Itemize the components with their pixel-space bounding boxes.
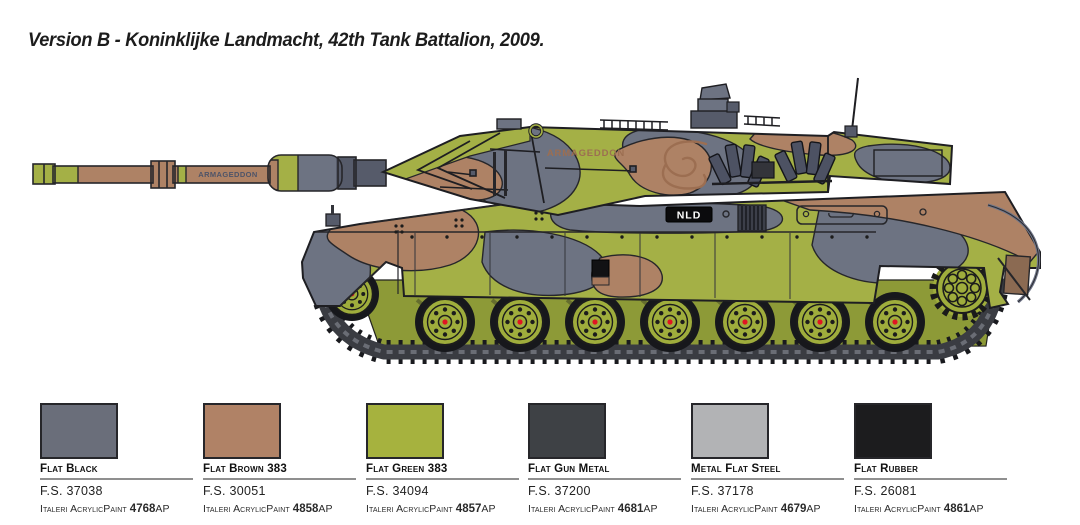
paint-swatch bbox=[691, 403, 769, 459]
registration-plate bbox=[665, 206, 713, 223]
divider bbox=[691, 478, 844, 480]
divider bbox=[40, 478, 193, 480]
roof-rack bbox=[599, 115, 781, 131]
paint-column: Flat Brown 383 F.S. 30051 Italeri Acryli… bbox=[203, 403, 361, 515]
divider bbox=[854, 478, 1007, 480]
paint-reference: Italeri AcrylicPaint 4858AP bbox=[203, 503, 333, 515]
rear-stowage-plate bbox=[796, 205, 927, 225]
federal-standard-code: F.S. 37178 bbox=[691, 484, 754, 498]
paint-swatch bbox=[203, 403, 281, 459]
antenna bbox=[844, 77, 859, 138]
divider bbox=[366, 478, 519, 480]
paint-reference: Italeri AcrylicPaint 4857AP bbox=[366, 503, 496, 515]
federal-standard-code: F.S. 37038 bbox=[40, 484, 103, 498]
barrel-marking: ARMAGEDDON bbox=[198, 170, 257, 179]
tank-wheels bbox=[324, 255, 995, 353]
paint-swatch bbox=[528, 403, 606, 459]
paint-reference: Italeri AcrylicPaint 4861AP bbox=[854, 503, 984, 515]
paint-name: Flat Gun Metal bbox=[528, 463, 610, 475]
paint-column: Flat Rubber F.S. 26081 Italeri AcrylicPa… bbox=[854, 403, 1012, 515]
registration-plate-text: NLD bbox=[677, 210, 702, 222]
rear-bracket bbox=[987, 203, 1041, 304]
paint-name: Flat Rubber bbox=[854, 463, 919, 475]
paint-reference: Italeri AcrylicPaint 4679AP bbox=[691, 503, 821, 515]
federal-standard-code: F.S. 30051 bbox=[203, 484, 266, 498]
tank-gun-barrel: ARMAGEDDON bbox=[32, 154, 387, 192]
dragon-emblem bbox=[661, 140, 708, 190]
hull-grille bbox=[737, 204, 767, 232]
tank-hull: NLD bbox=[300, 190, 1041, 310]
federal-standard-code: F.S. 34094 bbox=[366, 484, 429, 498]
drive-sprocket bbox=[929, 255, 995, 321]
paint-swatch bbox=[366, 403, 444, 459]
paint-column: Flat Gun Metal F.S. 37200 Italeri Acryli… bbox=[528, 403, 686, 515]
paint-name: Flat Black bbox=[40, 463, 98, 475]
federal-standard-code: F.S. 37200 bbox=[528, 484, 591, 498]
divider bbox=[203, 478, 356, 480]
version-title: Version B - Koninklijke Landmacht, 42th … bbox=[28, 30, 545, 51]
paint-name: Metal Flat Steel bbox=[691, 463, 781, 475]
paint-name: Flat Brown 383 bbox=[203, 463, 287, 475]
paint-column: Flat Black F.S. 37038 Italeri AcrylicPai… bbox=[40, 403, 198, 515]
paint-name: Flat Green 383 bbox=[366, 463, 448, 475]
divider bbox=[528, 478, 681, 480]
paint-swatch bbox=[40, 403, 118, 459]
paint-column: Flat Green 383 F.S. 34094 Italeri Acryli… bbox=[366, 403, 524, 515]
turret-marking: ARMAGEDDON bbox=[547, 148, 625, 159]
paint-column: Metal Flat Steel F.S. 37178 Italeri Acry… bbox=[691, 403, 849, 515]
commander-sight bbox=[690, 83, 740, 129]
paint-reference: Italeri AcrylicPaint 4768AP bbox=[40, 503, 170, 515]
paint-swatch bbox=[854, 403, 932, 459]
federal-standard-code: F.S. 26081 bbox=[854, 484, 917, 498]
tank-track bbox=[308, 276, 1010, 364]
paint-reference: Italeri AcrylicPaint 4681AP bbox=[528, 503, 658, 515]
smoke-launchers bbox=[708, 140, 836, 188]
